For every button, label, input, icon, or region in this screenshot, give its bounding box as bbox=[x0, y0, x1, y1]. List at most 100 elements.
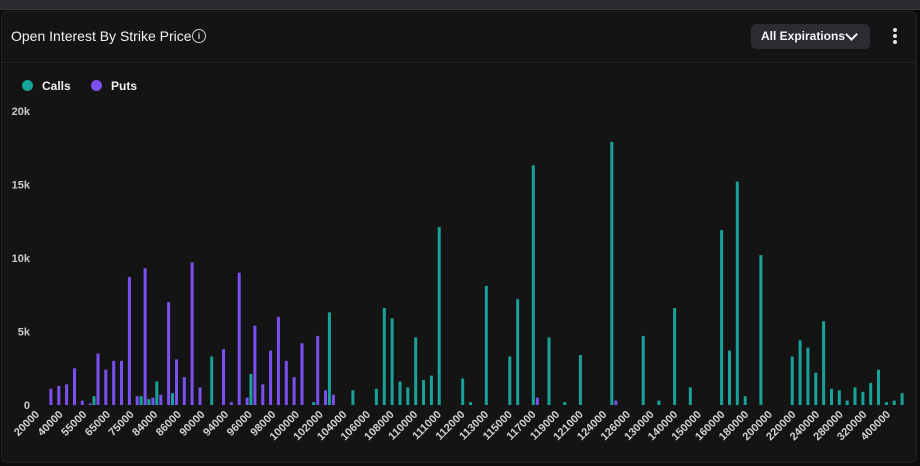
bar-calls[interactable] bbox=[688, 387, 692, 405]
bar-puts[interactable] bbox=[222, 349, 225, 405]
bar-puts[interactable] bbox=[276, 316, 280, 405]
bar-calls[interactable] bbox=[508, 356, 512, 406]
kebab-menu-icon[interactable] bbox=[892, 28, 898, 48]
bar-calls[interactable] bbox=[531, 165, 535, 405]
bar-calls[interactable] bbox=[845, 400, 849, 405]
bar-puts[interactable] bbox=[120, 360, 123, 405]
bar-calls[interactable] bbox=[728, 350, 731, 405]
y-tick-label: 15k bbox=[12, 180, 31, 192]
y-tick-label: 5k bbox=[18, 327, 31, 339]
bar-puts[interactable] bbox=[73, 368, 76, 406]
bar-calls[interactable] bbox=[139, 396, 143, 405]
bar-calls[interactable] bbox=[429, 375, 433, 405]
bar-puts[interactable] bbox=[300, 343, 304, 405]
bar-calls[interactable] bbox=[547, 337, 551, 405]
bar-puts[interactable] bbox=[65, 384, 69, 405]
bar-puts[interactable] bbox=[237, 272, 241, 405]
bar-puts[interactable] bbox=[261, 384, 265, 405]
bar-calls[interactable] bbox=[814, 372, 818, 405]
bar-puts[interactable] bbox=[80, 400, 84, 405]
bar-calls[interactable] bbox=[484, 285, 488, 405]
bar-calls[interactable] bbox=[398, 381, 402, 406]
bar-calls[interactable] bbox=[171, 393, 174, 405]
bar-calls[interactable] bbox=[673, 308, 677, 405]
bar-puts[interactable] bbox=[151, 397, 155, 405]
bar-calls[interactable] bbox=[422, 380, 425, 405]
bar-puts[interactable] bbox=[49, 388, 53, 405]
bar-puts[interactable] bbox=[229, 402, 233, 405]
bar-calls[interactable] bbox=[578, 355, 582, 405]
dropdown-label: All Expirations bbox=[761, 29, 846, 43]
bar-calls[interactable] bbox=[759, 255, 763, 405]
bar-puts[interactable] bbox=[253, 325, 257, 405]
bar-puts[interactable] bbox=[245, 397, 249, 405]
bar-puts[interactable] bbox=[190, 262, 194, 405]
bar-calls[interactable] bbox=[374, 388, 378, 405]
bar-calls[interactable] bbox=[806, 347, 810, 405]
bar-puts[interactable] bbox=[159, 394, 163, 405]
expirations-dropdown[interactable]: All Expirations bbox=[751, 24, 870, 49]
bar-puts[interactable] bbox=[135, 396, 139, 405]
bar-puts[interactable] bbox=[292, 377, 296, 405]
bar-calls[interactable] bbox=[210, 356, 214, 406]
x-tick-label: 86000 bbox=[154, 409, 184, 439]
bar-calls[interactable] bbox=[869, 382, 873, 405]
bar-puts[interactable] bbox=[143, 268, 147, 405]
bar-puts[interactable] bbox=[57, 385, 61, 405]
bar-calls[interactable] bbox=[743, 396, 747, 405]
bar-puts[interactable] bbox=[96, 353, 100, 405]
bar-calls[interactable] bbox=[822, 321, 826, 405]
bar-calls[interactable] bbox=[516, 299, 520, 405]
bar-calls[interactable] bbox=[382, 308, 386, 405]
bar-calls[interactable] bbox=[406, 387, 410, 405]
bar-calls[interactable] bbox=[469, 402, 473, 405]
bar-calls[interactable] bbox=[563, 402, 567, 405]
bar-puts[interactable] bbox=[316, 335, 320, 405]
bar-puts[interactable] bbox=[324, 390, 327, 405]
bar-puts[interactable] bbox=[331, 394, 335, 405]
bar-puts[interactable] bbox=[88, 403, 92, 406]
bar-calls[interactable] bbox=[351, 390, 355, 405]
bar-puts[interactable] bbox=[127, 277, 131, 405]
bar-calls[interactable] bbox=[390, 318, 394, 405]
bar-calls[interactable] bbox=[861, 391, 865, 405]
bar-calls[interactable] bbox=[327, 312, 331, 405]
bar-calls[interactable] bbox=[437, 227, 441, 405]
bar-calls[interactable] bbox=[884, 402, 888, 405]
bar-puts[interactable] bbox=[198, 387, 202, 405]
bar-calls[interactable] bbox=[610, 141, 614, 405]
bar-puts[interactable] bbox=[182, 377, 186, 405]
bar-calls[interactable] bbox=[657, 400, 661, 405]
bar-puts[interactable] bbox=[535, 397, 539, 405]
bar-calls[interactable] bbox=[414, 337, 418, 405]
bar-puts[interactable] bbox=[284, 360, 288, 405]
bar-calls[interactable] bbox=[900, 393, 904, 405]
legend-dot-calls bbox=[22, 80, 33, 91]
bar-calls[interactable] bbox=[249, 374, 253, 405]
bar-puts[interactable] bbox=[104, 369, 108, 405]
bar-calls[interactable] bbox=[798, 340, 802, 405]
bar-calls[interactable] bbox=[830, 388, 833, 405]
x-tick-label: 55000 bbox=[59, 409, 89, 439]
bar-calls[interactable] bbox=[790, 356, 794, 406]
bar-calls[interactable] bbox=[461, 378, 465, 406]
bar-calls[interactable] bbox=[92, 396, 96, 405]
x-tick-label: 94000 bbox=[201, 409, 231, 439]
bar-calls[interactable] bbox=[641, 335, 645, 405]
info-icon[interactable]: i bbox=[192, 29, 206, 43]
bar-calls[interactable] bbox=[720, 230, 724, 405]
bar-calls[interactable] bbox=[853, 387, 857, 405]
bar-calls[interactable] bbox=[877, 369, 880, 405]
bar-calls[interactable] bbox=[837, 390, 841, 405]
bar-puts[interactable] bbox=[112, 360, 116, 405]
bar-calls[interactable] bbox=[312, 402, 316, 405]
bar-puts[interactable] bbox=[167, 302, 171, 405]
x-tick-label: 65000 bbox=[83, 409, 113, 439]
bar-puts[interactable] bbox=[614, 400, 618, 405]
bar-calls[interactable] bbox=[892, 400, 896, 405]
bar-calls[interactable] bbox=[155, 381, 159, 406]
bar-puts[interactable] bbox=[175, 359, 178, 405]
bar-puts[interactable] bbox=[269, 350, 273, 405]
bar-calls[interactable] bbox=[735, 181, 739, 405]
bar-calls[interactable] bbox=[147, 399, 151, 405]
